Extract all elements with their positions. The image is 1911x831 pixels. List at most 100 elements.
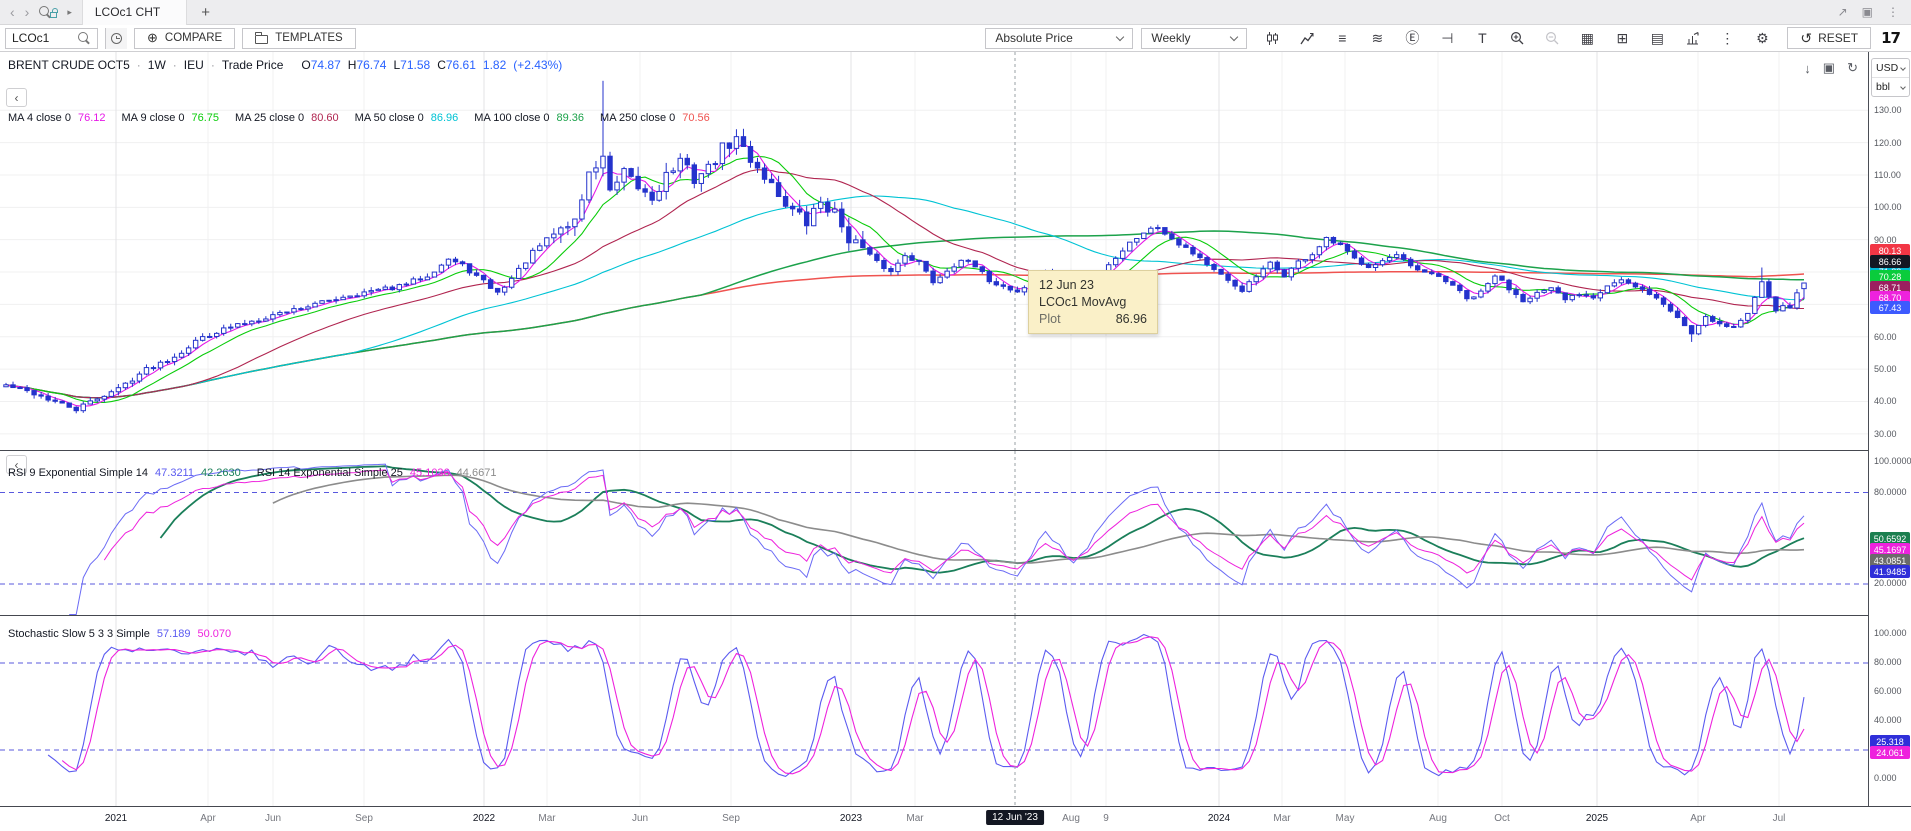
nav-back-icon[interactable]: ‹ [10,4,15,20]
tooltip-row-label: Plot [1039,312,1061,326]
text-tool-icon[interactable]: T [1473,29,1491,47]
export-chart-icon[interactable] [1683,29,1701,47]
collapse-pane-button[interactable]: ‹ [6,88,27,107]
tradingview-logo[interactable]: 17 [1879,29,1906,47]
layers-icon[interactable]: ≡ [1333,29,1351,47]
zoom-in-icon[interactable] [1508,29,1526,47]
currency-select[interactable]: USD [1872,59,1909,77]
price-scale[interactable]: USD bbl 130.00120.00110.00100.0090.0080.… [1868,52,1911,806]
legend-item[interactable]: RSI 14 Exponential Simple 2545.103644.66… [257,467,497,479]
new-tab-button[interactable]: + [187,4,224,21]
time-axis-label: Jun [265,813,281,824]
legend-value: 44.6671 [457,467,497,479]
lock-icon [50,12,57,18]
close-value: 76.61 [446,58,476,72]
overflow-menu-icon[interactable]: ⋮ [1887,5,1899,19]
time-axis-label: 2025 [1586,813,1608,824]
crosshair-tooltip: 12 Jun 23 LCOc1 MovAvg Plot 86.96 [1028,270,1158,334]
legend-item[interactable]: MA 9 close 076.75 [122,112,220,124]
legend-item[interactable]: Stochastic Slow 5 3 3 Simple57.18950.070 [8,628,231,640]
history-clock-button[interactable] [105,28,127,49]
price-badge: 67.43 [1870,301,1910,314]
price-badge: 24.061 [1870,746,1910,759]
instrument-header[interactable]: BRENT CRUDE OCT5 · 1W · IEU · Trade Pric… [8,58,562,72]
templates-button[interactable]: TEMPLATES [242,28,356,49]
price-pane[interactable]: BRENT CRUDE OCT5 · 1W · IEU · Trade Pric… [0,52,1868,450]
settings-gear-icon[interactable]: ⚙ [1753,29,1771,47]
legend-item[interactable]: MA 50 close 086.96 [355,112,459,124]
legend-value: 70.56 [682,112,710,124]
legend-item[interactable]: MA 25 close 080.60 [235,112,339,124]
events-icon[interactable]: Ⓔ [1403,29,1421,47]
time-axis-label: 2023 [840,813,862,824]
symbol-search-box [5,28,98,49]
legend-label: MA 25 close 0 [235,112,304,124]
pane-buttons: ↓ ▣ ↻ [1804,60,1858,76]
symbol-input[interactable] [6,31,78,45]
time-axis-label: Sep [722,813,740,824]
exchange-label: IEU [184,58,204,72]
time-axis-label: Jun [632,813,648,824]
chart-type-icon[interactable] [1298,29,1316,47]
add-frame-icon[interactable]: ⊞ [1613,29,1631,47]
tooltip-row-value: 86.96 [1116,312,1147,326]
candlestick-style-icon[interactable] [1263,29,1281,47]
measure-icon[interactable]: ⊣ [1438,29,1456,47]
scale-tick-label: 20.0000 [1874,578,1907,588]
tooltip-series: LCOc1 MovAvg [1039,295,1147,309]
legend-label: MA 50 close 0 [355,112,424,124]
time-axis[interactable]: 2021AprJunSep2022MarJunSep2023MarAug9202… [0,806,1911,831]
popout-icon[interactable]: ↗ [1838,5,1848,19]
rsi-legend[interactable]: RSI 9 Exponential Simple 1447.321142.263… [8,467,496,479]
unit-select[interactable]: bbl [1872,77,1909,96]
price-mode-select[interactable]: Absolute Price [985,28,1133,49]
jump-to-latest-icon[interactable]: ↓ [1804,60,1811,76]
scale-tick-label: 100.0000 [1874,456,1911,466]
price-badge: 41.9485 [1870,565,1910,578]
scale-tick-label: 50.00 [1874,364,1897,374]
layout-icon[interactable]: ▣ [1862,5,1873,19]
scale-tick-label: 60.000 [1874,686,1902,696]
symbol-search-icon[interactable] [78,32,97,45]
restore-pane-icon[interactable]: ↻ [1847,60,1858,76]
legend-value: 76.75 [192,112,220,124]
chart-toolbar: ⊕ COMPARE TEMPLATES Absolute Price Weekl… [0,25,1911,52]
news-icon[interactable]: ▤ [1648,29,1666,47]
breadcrumb-caret-icon: ▸ [67,7,72,18]
compare-button[interactable]: ⊕ COMPARE [134,28,235,49]
zoom-out-icon [1543,29,1561,47]
folder-icon [255,35,268,44]
chevron-down-icon [1900,84,1906,90]
time-axis-label: Apr [1690,813,1706,824]
nav-forward-icon[interactable]: › [25,4,30,20]
tab-lcoc1-cht[interactable]: LCOc1 CHT [82,0,187,25]
scale-tick-label: 40.00 [1874,396,1897,406]
ma-legend[interactable]: MA 4 close 076.12 MA 9 close 076.75 MA 25 … [8,112,710,124]
unit-selector: USD bbl [1871,58,1910,97]
legend-value: 89.36 [557,112,585,124]
interval-select[interactable]: Weekly [1141,28,1247,49]
stochastic-legend[interactable]: Stochastic Slow 5 3 3 Simple57.18950.070 [8,628,231,640]
tab-bar: ‹ › ▸ LCOc1 CHT + ↗ ▣ ⋮ [0,0,1911,25]
time-axis-label: 9 [1103,813,1109,824]
chart-area: BRENT CRUDE OCT5 · 1W · IEU · Trade Pric… [0,52,1911,831]
time-axis-label: May [1336,813,1355,824]
scale-tick-label: 130.00 [1874,105,1902,115]
time-axis-label: 2022 [473,813,495,824]
stochastic-pane[interactable]: Stochastic Slow 5 3 3 Simple57.18950.070 [0,615,1868,806]
data-table-icon[interactable]: ▦ [1578,29,1596,47]
reset-button[interactable]: ↺ RESET [1787,27,1871,49]
legend-item[interactable]: MA 250 close 070.56 [600,112,710,124]
time-axis-label: 2024 [1208,813,1230,824]
waves-indicator-icon[interactable]: ≋ [1368,29,1386,47]
legend-item[interactable]: MA 100 close 0 89.36 [474,112,584,124]
price-badge: 86.66 [1870,255,1910,268]
legend-item[interactable]: MA 4 close 076.12 [8,112,106,124]
maximize-pane-icon[interactable]: ▣ [1823,60,1835,76]
legend-item[interactable]: RSI 9 Exponential Simple 1447.321142.263… [8,467,241,479]
kebab-menu-icon[interactable]: ⋮ [1718,29,1736,47]
app-search-icon[interactable] [39,6,57,19]
crosshair-date-badge: 12 Jun '23 [986,810,1044,825]
legend-label: MA 100 close 0 [474,112,549,124]
rsi-pane[interactable]: ‹ RSI 9 Exponential Simple 1447.321142.2… [0,450,1868,615]
